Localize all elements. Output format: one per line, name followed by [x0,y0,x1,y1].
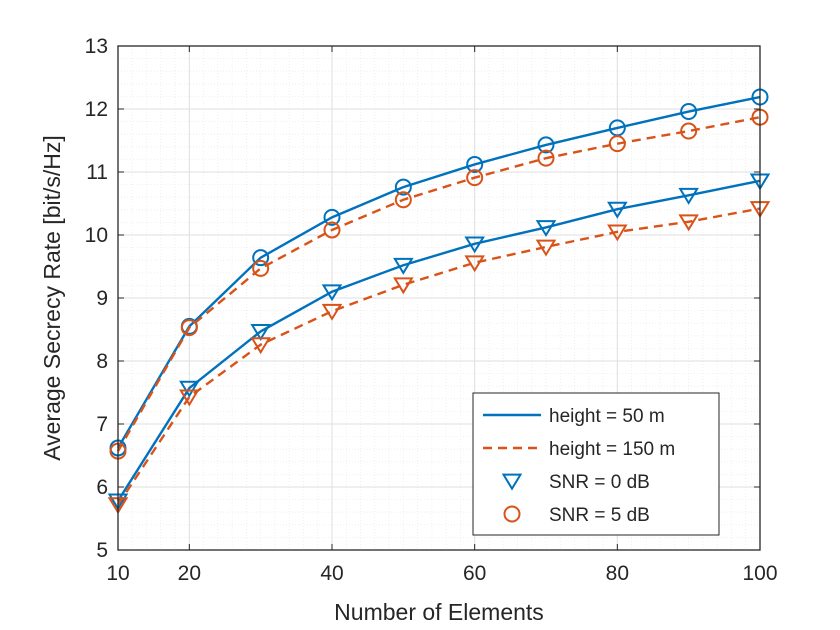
series-line [116,116,761,452]
series-line [116,95,761,449]
data-point-marker [321,303,343,321]
data-point-marker [323,208,341,226]
legend-label: SNR = 5 dB [549,505,650,526]
data-point-marker [179,389,200,407]
y-tick-label: 12 [85,98,108,121]
data-point-marker [680,122,698,140]
legend-label: height = 150 m [549,439,675,460]
data-point-marker [537,136,555,154]
y-tick-label: 8 [96,350,108,373]
data-point-marker [250,337,271,355]
data-point-marker [394,191,412,209]
legend-entry: height = 150 m [483,439,675,460]
x-axis-label: Number of Elements [334,599,544,625]
data-point-marker [323,221,341,239]
data-point-marker [393,257,414,275]
data-point-marker [180,319,198,337]
data-point-marker [466,155,484,173]
y-tick-label: 5 [96,539,108,562]
data-point-marker [607,224,628,242]
data-point-marker [607,201,628,219]
data-point-marker [678,214,699,232]
x-tick-label: 80 [606,562,629,585]
data-point-marker [537,149,555,167]
data-point-marker [179,380,200,398]
y-tick-label: 13 [85,35,108,58]
legend: height = 50 m height = 150 m SNR = 0 dB SNR… [472,392,720,536]
data-point-marker [680,103,698,121]
data-point-marker [252,259,270,277]
y-tick-label: 10 [85,224,108,247]
data-point-marker [535,220,557,238]
legend-entry: height = 50 m [483,406,665,427]
axis-ticks: 10 20 40 60 80 100 5 6 7 8 9 10 11 12 13 [85,35,778,585]
legend-label: SNR = 0 dB [549,472,650,493]
y-tick-label: 6 [96,476,108,499]
y-tick-label: 9 [96,287,108,310]
series-height-50m-snr-0db [107,173,771,511]
data-point-marker [393,277,414,295]
x-tick-label: 10 [106,562,129,585]
data-point-marker [394,178,412,196]
series-line [116,179,761,502]
data-point-marker [608,135,626,153]
data-point-marker [464,255,485,273]
x-tick-label: 60 [463,562,486,585]
data-point-marker [252,249,270,267]
y-axis-label: Average Secrecy Rate [bit/s/Hz] [39,135,65,461]
series-line [116,207,761,506]
legend-entry: SNR = 0 dB [501,472,650,493]
legend-entry: SNR = 5 dB [503,505,650,526]
y-tick-label: 11 [86,161,108,184]
legend-box [472,392,720,536]
x-tick-label: 100 [742,562,777,585]
data-point-marker [321,284,343,302]
legend-marker-swatch [501,473,523,491]
x-tick-label: 20 [178,562,201,585]
data-point-marker [678,187,699,205]
data-point-marker [250,324,271,341]
legend-marker-swatch [503,505,521,523]
y-tick-label: 7 [96,413,108,436]
plot-series [107,88,771,515]
data-point-marker [466,169,484,187]
data-point-marker [535,239,557,257]
legend-label: height = 50 m [549,406,665,427]
data-point-marker [464,236,485,254]
x-tick-label: 40 [320,562,343,585]
